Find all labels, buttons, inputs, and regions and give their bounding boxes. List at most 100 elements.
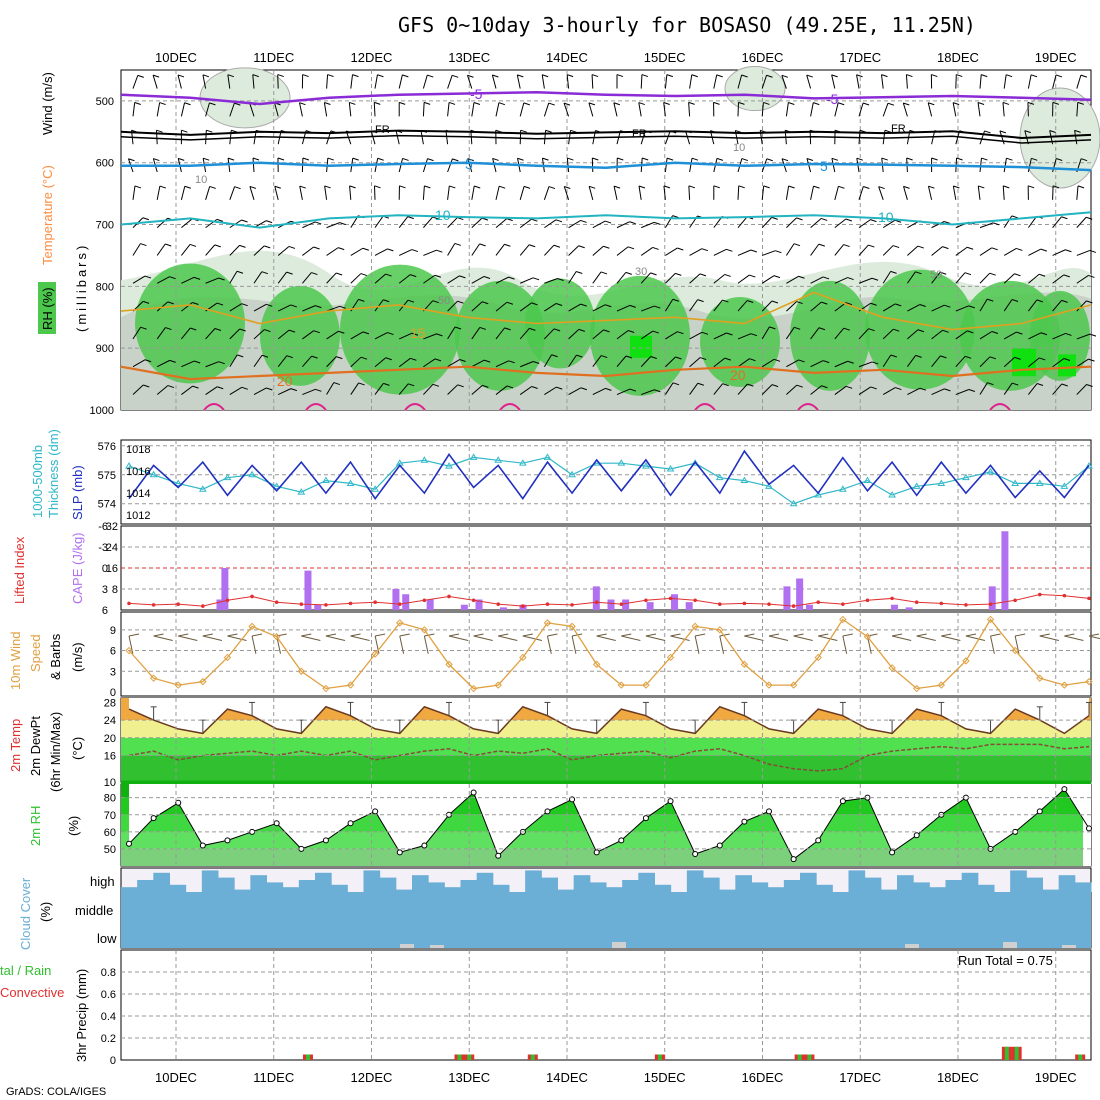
cape-bar [988,586,996,610]
wind-barb-flag [288,329,296,333]
y-tick-label: 1016 [126,466,150,478]
li-point [1013,598,1017,603]
y-tick-label: 1018 [126,444,150,456]
wind-barb [638,185,642,200]
rh-point [224,837,231,844]
li-point [865,598,870,603]
wind-barb-flag [628,330,635,333]
wind-barb [520,277,534,284]
wind-barb-flag [964,272,972,276]
y-tick-label: 60 [104,827,116,839]
wind-speed-point [445,660,453,669]
wind-barb-flag [1027,185,1035,189]
wind-barb [447,275,460,284]
wind-barb-flag [724,273,731,277]
contour-label-minus5-b: -5 [826,91,839,107]
wind-barb-flag [766,158,773,162]
wind-barb [613,186,618,200]
wind-barb [132,75,139,89]
wind-barb-flag [603,329,610,333]
wind-barb-flag [566,74,574,78]
wind-barb-flag [663,185,671,189]
wind-barb-flag [427,74,434,78]
thickness-point [765,482,773,489]
wind-barb-flag [266,387,273,391]
wind-barb [616,304,630,312]
wind-barb-flag [652,330,659,334]
wind-barb [374,332,388,340]
wind-barb [350,356,362,368]
wind-barb [1003,382,1013,395]
rh-units: (%) [66,816,81,836]
wind-speed-point [125,646,133,655]
wind-barb-flag [159,185,167,189]
wind-barb [685,130,691,145]
thickness-point [814,491,823,498]
wind-barb-flag [838,185,845,189]
wind-barb-flag [529,327,536,331]
wind-barb [979,74,982,89]
cape-bar [426,599,434,610]
surface-wind-barb-flag [818,633,829,637]
cloud-high-bar [735,875,752,892]
wind-barb [785,185,790,200]
wind-barb [447,326,456,340]
wind-barb-flag [504,243,511,247]
wind-barb-flag [424,185,431,189]
li-point [1062,593,1067,598]
wind-barb [665,247,678,256]
wind-barb-flag [967,330,974,334]
wind-barb-flag [184,102,191,106]
wind-barb-flag [788,185,795,189]
cape-bar [216,599,224,610]
cloud-high-bar [1026,877,1043,892]
thickness-point [888,491,896,498]
wind-barb [761,275,775,284]
wind-barb [519,218,532,229]
wind-barb-flag [324,185,331,189]
wind-barb-flag [286,355,293,359]
wind-barb-flag [339,305,346,309]
wind-barb-flag [798,275,805,279]
wind-barb [882,271,892,284]
wind-barb-flag [856,157,863,161]
wind-barb-flag [266,303,273,307]
wind-barb [395,130,400,145]
wind-speed-point [543,619,552,627]
wind-barb [1076,275,1089,284]
wind-barb [906,271,916,284]
date-top-18DEC: 18DEC [937,50,979,65]
wind-barb-flag [605,220,612,224]
rh-point [716,842,723,849]
thickness-point [420,456,429,463]
wind-barb [665,331,678,340]
wind-barb-flag [871,361,879,365]
wind-barb [495,102,500,117]
cloud-low-bar [612,942,626,948]
t-label-b: 2m DewPt [28,716,43,776]
wind-barb [544,219,557,229]
wind-speed-point [691,622,699,631]
date-top-14DEC: 14DEC [546,50,588,65]
wind-barb-flag [638,102,645,106]
surface-wind-barb-flag [498,633,509,637]
wind-barb [229,102,235,117]
wind-barb-flag [479,326,486,330]
wind-barb [326,222,340,229]
wind-barb [277,271,288,284]
wind-speed-point [420,626,429,634]
surface-wind-barb-flag [744,633,755,637]
wind-barb-flag [178,157,185,161]
upper-wind-label-group: Wind (m/s) [40,72,55,135]
wind-barb [834,277,848,284]
wind-barb-flag [448,101,456,105]
run-total: Run Total = 0.75 [958,953,1053,968]
wind-barb [810,218,822,229]
wind-barb-flag [383,382,390,386]
wind-units: (m/s) [70,642,85,672]
y-tick-label: 24 [104,715,116,727]
wind-barb-flag [352,157,359,161]
cape-li-panel: 8 16 24 32 6 3 0 -3 -6 [98,521,1092,617]
date-axis-top: 10DEC 11DEC 12DEC 13DEC 14DEC 15DEC 16DEC 17DEC… [155,50,1077,65]
